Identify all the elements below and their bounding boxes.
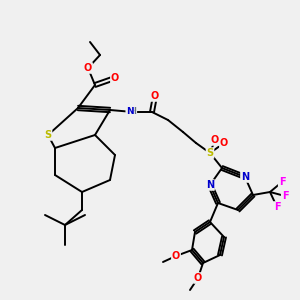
Text: O: O	[194, 273, 202, 283]
Text: S: S	[206, 148, 214, 158]
Text: O: O	[84, 63, 92, 73]
Text: O: O	[220, 138, 228, 148]
Text: F: F	[274, 202, 280, 212]
Text: O: O	[111, 73, 119, 83]
Text: F: F	[279, 177, 285, 187]
Text: O: O	[211, 135, 219, 145]
Text: O: O	[172, 251, 180, 261]
Text: N: N	[241, 172, 249, 182]
Text: H: H	[130, 107, 136, 116]
Text: S: S	[44, 130, 52, 140]
Text: F: F	[282, 191, 288, 201]
Text: N: N	[126, 107, 134, 116]
Text: O: O	[151, 91, 159, 101]
Text: N: N	[206, 180, 214, 190]
